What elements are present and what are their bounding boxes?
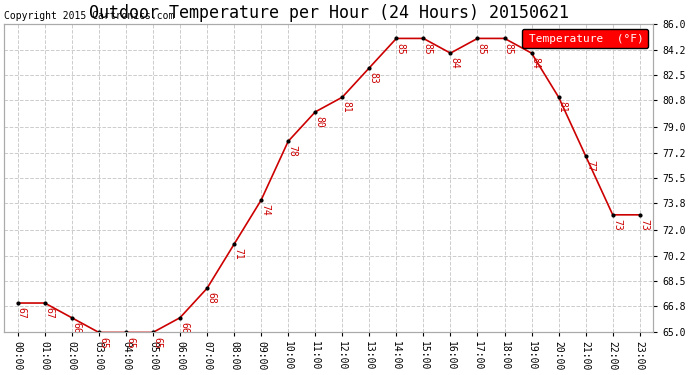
- Text: 67: 67: [44, 307, 54, 319]
- Text: 81: 81: [558, 101, 568, 113]
- Text: 85: 85: [504, 43, 514, 54]
- Text: 74: 74: [260, 204, 270, 216]
- Text: 65: 65: [98, 337, 108, 348]
- Text: 78: 78: [287, 146, 297, 157]
- Text: 71: 71: [233, 248, 244, 260]
- Text: 80: 80: [315, 116, 324, 128]
- Text: 66: 66: [71, 322, 81, 334]
- Legend: Temperature  (°F): Temperature (°F): [522, 29, 648, 48]
- Text: 81: 81: [342, 101, 351, 113]
- Text: 85: 85: [477, 43, 486, 54]
- Text: 68: 68: [206, 292, 216, 304]
- Text: 73: 73: [612, 219, 622, 231]
- Title: Outdoor Temperature per Hour (24 Hours) 20150621: Outdoor Temperature per Hour (24 Hours) …: [89, 4, 569, 22]
- Text: 84: 84: [531, 57, 541, 69]
- Text: 85: 85: [395, 43, 406, 54]
- Text: Copyright 2015 Cartronics.com: Copyright 2015 Cartronics.com: [4, 10, 175, 21]
- Text: 66: 66: [179, 322, 189, 334]
- Text: 84: 84: [450, 57, 460, 69]
- Text: 67: 67: [17, 307, 27, 319]
- Text: 65: 65: [125, 337, 135, 348]
- Text: 85: 85: [422, 43, 433, 54]
- Text: 65: 65: [152, 337, 162, 348]
- Text: 83: 83: [368, 72, 379, 84]
- Text: 77: 77: [585, 160, 595, 172]
- Text: 73: 73: [639, 219, 649, 231]
